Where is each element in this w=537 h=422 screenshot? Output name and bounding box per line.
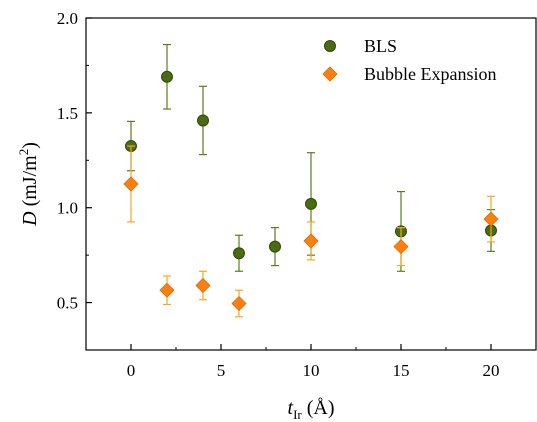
x-tick-label: 20 — [483, 361, 500, 380]
x-tick-label: 5 — [217, 361, 226, 380]
y-axis-title-unit-sup: 2 — [16, 149, 31, 156]
x-axis-title: tIr (Å) — [288, 397, 335, 422]
bubble-expansion-point — [303, 233, 319, 249]
y-axis-title-unit-pre: (mJ/m — [19, 155, 41, 212]
bubble-expansion-point — [159, 282, 175, 298]
legend: BLS Bubble Expansion — [322, 36, 497, 84]
bubble-expansion-point — [231, 295, 247, 312]
legend-item-bls: BLS — [324, 36, 397, 56]
bubble-expansion-point — [123, 176, 139, 192]
legend-item-bubble-expansion: Bubble Expansion — [322, 64, 497, 84]
x-tick-label: 0 — [127, 361, 136, 380]
legend-marker-bubble-expansion — [322, 66, 338, 82]
bubble-expansion-point — [393, 239, 409, 255]
x-axis-title-main: t — [288, 397, 294, 419]
x-tick-label: 15 — [393, 361, 410, 380]
series-layer — [123, 43, 499, 318]
y-tick-label: 2.0 — [57, 9, 78, 28]
y-axis-title-unit-post: ) — [19, 142, 41, 149]
x-tick-label: 10 — [303, 361, 320, 380]
bls-point — [233, 247, 245, 260]
bls-point — [161, 70, 173, 83]
x-axis-title-unit: (Å) — [302, 397, 335, 419]
y-tick-label: 1.5 — [57, 104, 78, 123]
bls-point — [197, 114, 209, 127]
bls-point — [305, 197, 317, 210]
bls-point — [269, 240, 281, 253]
y-tick-label: 1.0 — [57, 199, 78, 218]
bubble-expansion-point — [195, 277, 211, 294]
x-axis-title-sub: Ir — [293, 407, 302, 422]
y-axis-title-main: D — [19, 211, 41, 227]
y-axis-title: D (mJ/m2) — [16, 142, 41, 227]
legend-label-bubble-expansion: Bubble Expansion — [364, 64, 497, 84]
bubble-expansion-point — [483, 211, 499, 227]
legend-marker-bls — [324, 40, 336, 52]
legend-label-bls: BLS — [364, 36, 397, 56]
ticks: 0 5 10 15 20 0.5 1.0 1.5 2.0 — [57, 9, 537, 380]
y-tick-label: 0.5 — [57, 294, 78, 313]
